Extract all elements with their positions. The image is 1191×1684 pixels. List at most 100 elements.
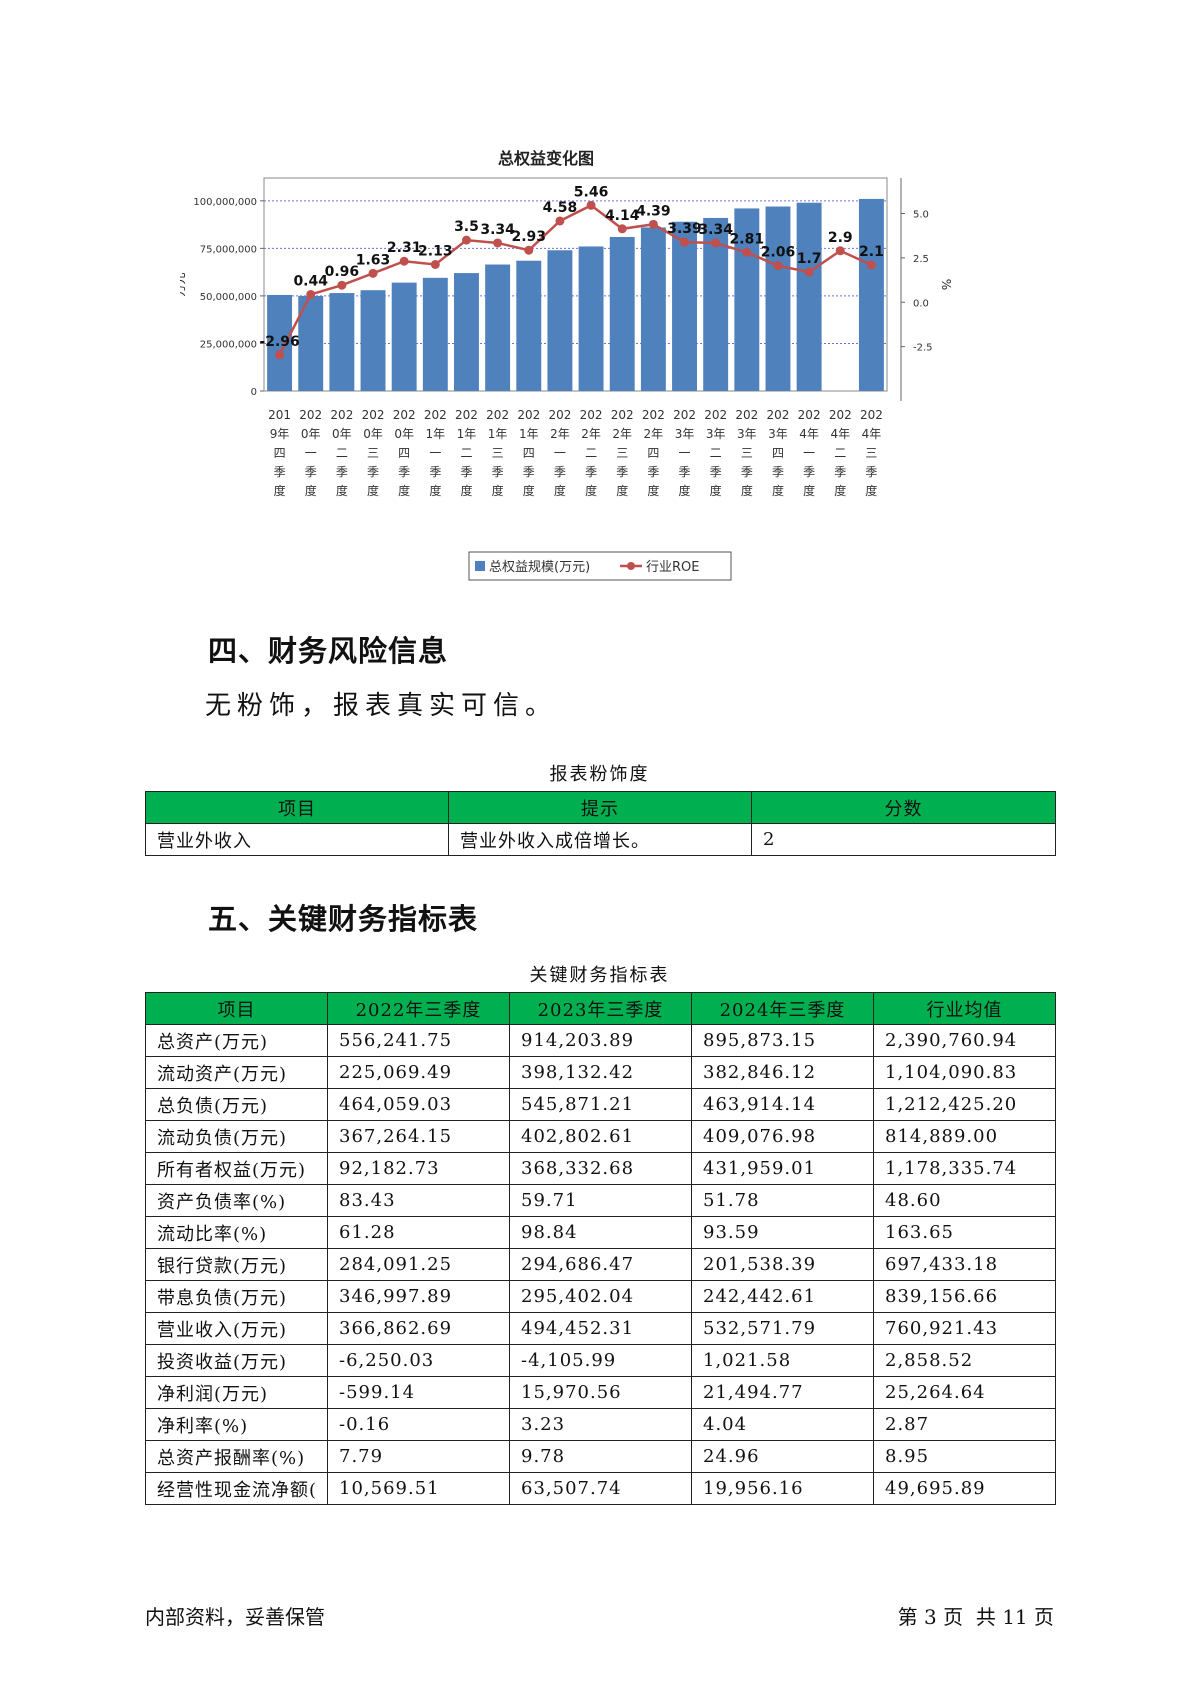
x-tick-label: 202 <box>860 408 883 422</box>
roe-point <box>648 219 658 229</box>
ratio-table-cell: 7.79 <box>327 1440 510 1473</box>
ratio-table-cell: 284,091.25 <box>327 1248 510 1281</box>
roe-data-label: 2.06 <box>761 245 796 261</box>
roe-point <box>804 267 814 277</box>
x-tick-label: 季 <box>803 465 815 479</box>
ratio-table-cell: 382,846.12 <box>691 1056 874 1089</box>
plot-frame <box>263 177 888 392</box>
x-tick-label: 季 <box>865 465 877 479</box>
y-left-tick-label: 0 <box>251 387 257 398</box>
x-tick-label: 3年 <box>675 427 695 441</box>
x-tick-label: 2年 <box>644 427 664 441</box>
x-tick-label: 季 <box>305 465 317 479</box>
ratio-table-cell: 2,858.52 <box>873 1344 1056 1377</box>
ratio-table-cell: 402,802.61 <box>509 1120 692 1153</box>
ratio-table-cell: 营业收入(万元) <box>145 1312 328 1345</box>
roe-data-label: 4.14 <box>605 208 640 224</box>
x-tick-label: 202 <box>673 408 696 422</box>
ratio-table-cell: 431,959.01 <box>691 1152 874 1185</box>
x-tick-label: 度 <box>585 483 597 498</box>
x-tick-label: 202 <box>829 408 852 422</box>
x-tick-label: 四 <box>772 446 784 460</box>
x-tick-label: 度 <box>523 483 535 498</box>
roe-point <box>524 245 534 255</box>
equity-bar <box>796 202 822 391</box>
ratio-table-cell: 367,264.15 <box>327 1120 510 1153</box>
y-right-axis-label: % <box>939 279 953 290</box>
risk-table-header-cell: 项目 <box>145 791 449 824</box>
ratio-table-cell: 所有者权益(万元) <box>145 1152 328 1185</box>
x-tick-label: 202 <box>798 408 821 422</box>
x-tick-label: 度 <box>710 483 722 498</box>
roe-point <box>586 200 596 210</box>
ratio-table-cell: 242,442.61 <box>691 1280 874 1313</box>
x-tick-label: 季 <box>523 465 535 479</box>
x-tick-label: 四 <box>647 446 659 460</box>
legend-line-label: 行业ROE <box>646 560 699 575</box>
ratio-table-cell: 463,914.14 <box>691 1088 874 1121</box>
x-tick-label: 202 <box>767 408 790 422</box>
ratio-table-cell: 225,069.49 <box>327 1056 510 1089</box>
equity-bar <box>578 246 604 391</box>
roe-data-label: 1.7 <box>797 251 822 267</box>
risk-table-cell: 2 <box>751 823 1056 856</box>
ratio-table-cell: 409,076.98 <box>691 1120 874 1153</box>
page-number: 3 <box>924 1605 937 1629</box>
y-left-tick-label: 75,000,000 <box>200 244 257 255</box>
ratio-table-row: 资产负债率(%) 83.43 59.71 51.78 48.60 <box>145 1184 1056 1217</box>
x-tick-label: 二 <box>336 446 348 460</box>
x-tick-label: 202 <box>735 408 758 422</box>
x-tick-label: 度 <box>398 483 410 498</box>
equity-bar <box>858 198 884 391</box>
ratio-table-cell: 总负债(万元) <box>145 1088 328 1121</box>
x-tick-label: 度 <box>305 483 317 498</box>
equity-bar <box>391 282 417 391</box>
ratio-table-cell: 流动负债(万元) <box>145 1120 328 1153</box>
x-tick-label: 3年 <box>768 427 788 441</box>
ratio-table-cell: 545,871.21 <box>509 1088 692 1121</box>
ratio-table-row: 净利率(%) -0.16 3.23 4.04 2.87 <box>145 1408 1056 1441</box>
ratio-table-cell: 163.65 <box>873 1216 1056 1249</box>
x-tick-label: 1年 <box>488 427 508 441</box>
risk-table-header-cell: 提示 <box>448 791 752 824</box>
ratio-table-cell: 净利率(%) <box>145 1408 328 1441</box>
x-tick-label: 202 <box>704 408 727 422</box>
y-left-tick-label: 25,000,000 <box>200 339 257 350</box>
x-tick-label: 4年 <box>830 427 850 441</box>
x-tick-label: 度 <box>647 483 659 498</box>
ratio-table-cell: 464,059.03 <box>327 1088 510 1121</box>
roe-point <box>742 247 752 257</box>
ratio-table-cell: 98.84 <box>509 1216 692 1249</box>
ratio-table-cell: 83.43 <box>327 1184 510 1217</box>
risk-table-header-row: 项目 提示 分数 <box>145 791 1056 824</box>
roe-point <box>306 289 316 299</box>
ratio-table-header-cell: 2023年三季度 <box>509 992 692 1025</box>
x-tick-label: 202 <box>299 408 322 422</box>
ratio-table-cell: 2,390,760.94 <box>873 1024 1056 1057</box>
equity-bar <box>485 264 511 391</box>
ratio-table-cell: 532,571.79 <box>691 1312 874 1345</box>
ratio-table-cell: 346,997.89 <box>327 1280 510 1313</box>
x-tick-label: 三 <box>616 446 628 460</box>
ratio-table-cell: -6,250.03 <box>327 1344 510 1377</box>
ratio-table-cell: 839,156.66 <box>873 1280 1056 1313</box>
page-suffix: 页 <box>1034 1605 1054 1629</box>
x-tick-label: 四 <box>274 446 286 460</box>
x-tick-label: 一 <box>679 446 691 460</box>
x-tick-label: 二 <box>710 446 722 460</box>
ratio-table-cell: 201,538.39 <box>691 1248 874 1281</box>
ratio-table-cell: 697,433.18 <box>873 1248 1056 1281</box>
equity-bar <box>360 290 386 391</box>
x-tick-label: 一 <box>429 446 441 460</box>
ratio-table-cell: -0.16 <box>327 1408 510 1441</box>
roe-point <box>680 237 690 247</box>
ratio-table-cell: 总资产报酬率(%) <box>145 1440 328 1473</box>
roe-data-label: 2.1 <box>859 244 884 260</box>
ratio-table-cell: 24.96 <box>691 1440 874 1473</box>
x-tick-label: 202 <box>393 408 416 422</box>
x-tick-label: 季 <box>679 465 691 479</box>
ratio-table: 项目 2022年三季度 2023年三季度 2024年三季度 行业均值 总资产(万元) 55… <box>145 992 1056 1505</box>
y-left-tick-label: 100,000,000 <box>193 197 257 208</box>
x-tick-label: 4年 <box>862 427 882 441</box>
x-tick-label: 季 <box>585 465 597 479</box>
